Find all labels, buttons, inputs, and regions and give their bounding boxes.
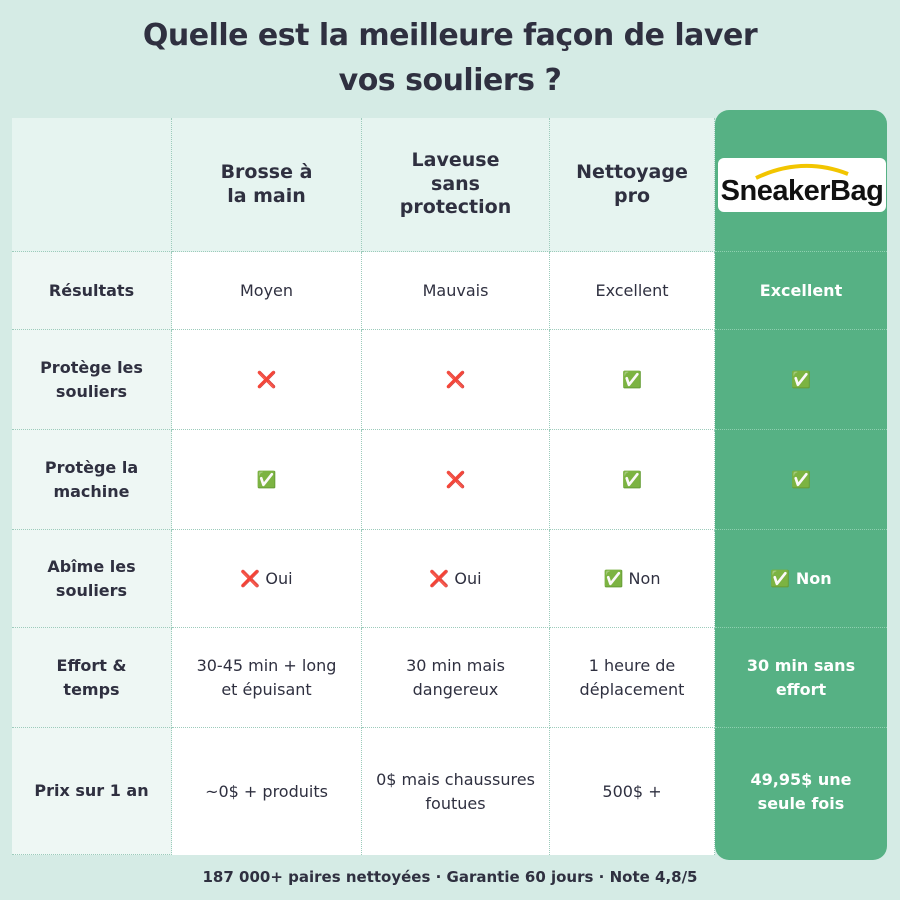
cell: 1 heure de déplacement [550, 628, 715, 728]
cell: ❌ Oui [362, 530, 550, 628]
cell: ✅ [550, 430, 715, 530]
title-line: Quelle est la meilleure façon de laver [142, 18, 758, 53]
cell: ✅ [172, 430, 362, 530]
header-cell [715, 118, 887, 252]
cell: ❌ [362, 430, 550, 530]
cell: 30-45 min + long et épuisant [172, 628, 362, 728]
header-cell: Laveuse sans protection [362, 118, 550, 252]
row-label: Effort & temps [12, 628, 172, 728]
row-label: Protège les souliers [12, 330, 172, 430]
cell: ✅ Non [715, 530, 887, 628]
logo-text: SneakerBag [720, 175, 884, 207]
row-label: Protège la machine [12, 430, 172, 530]
cell: 0$ mais chaussures foutues [362, 728, 550, 855]
brand-logo: SneakerBag [718, 158, 886, 212]
cell: 30 min mais dangereux [362, 628, 550, 728]
header-cell: Nettoyage pro [550, 118, 715, 252]
cell: Excellent [550, 252, 715, 330]
cell: 500$ + [550, 728, 715, 855]
cell: Mauvais [362, 252, 550, 330]
footer: 187 000+ paires nettoyées · Garantie 60 … [202, 868, 698, 886]
cell: ✅ [550, 330, 715, 430]
cell: 49,95$ une seule fois [750, 770, 852, 813]
cell: ❌ [362, 330, 550, 430]
cell: Excellent [715, 252, 887, 330]
cell: ❌ [172, 330, 362, 430]
cell: ✅ Non [550, 530, 715, 628]
logo-arc [755, 164, 849, 180]
cell: 30 min sans effort [715, 628, 887, 728]
title-line: vos souliers ? [338, 63, 562, 98]
cell: ✅ [715, 330, 887, 430]
header-corner [12, 118, 172, 252]
cell: Moyen [172, 252, 362, 330]
row-label: Abîme les souliers [12, 530, 172, 628]
header-cell: Brosse à la main [172, 118, 362, 252]
row-label: Prix sur 1 an [12, 728, 172, 855]
highlight-column [715, 110, 887, 860]
cell: ✅ [715, 430, 887, 530]
cell: ❌ Oui [172, 530, 362, 628]
row-label: Résultats [12, 252, 172, 330]
cell: ~0$ + produits [172, 728, 362, 855]
